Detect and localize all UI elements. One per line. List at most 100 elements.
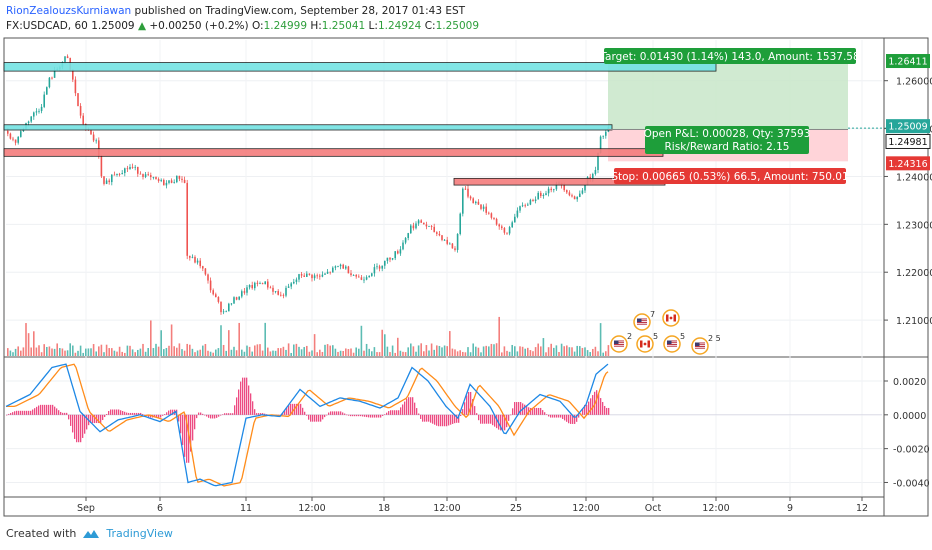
- candle-body: [464, 188, 467, 190]
- volume-bar: [298, 346, 300, 356]
- volume-bar: [303, 347, 305, 356]
- macd-histogram-bar: [136, 412, 138, 415]
- macd-histogram-bar: [148, 414, 150, 418]
- macd-histogram-bar: [448, 414, 450, 426]
- macd-histogram-bar: [112, 409, 114, 415]
- macd-histogram-bar: [520, 402, 522, 415]
- macd-histogram-bar: [256, 413, 258, 415]
- volume-bar: [59, 348, 61, 356]
- macd-histogram-bar: [508, 414, 510, 421]
- macd-histogram-bar: [138, 412, 140, 415]
- macd-histogram-bar: [200, 412, 202, 415]
- event-count: 2: [627, 332, 632, 341]
- volume-bar: [144, 351, 147, 356]
- price-label-text: 1.26411: [888, 57, 927, 68]
- macd-histogram-bar: [250, 393, 252, 415]
- candle-body: [178, 175, 181, 179]
- macd-histogram-bar: [110, 409, 112, 415]
- macd-histogram-bar: [396, 410, 398, 415]
- candle-body: [368, 275, 370, 278]
- volume-bar: [397, 337, 399, 356]
- price-change: +0.00250 (+0.2%): [149, 20, 249, 32]
- macd-histogram-bar: [68, 414, 70, 420]
- candle-body: [417, 220, 420, 224]
- volume-bar: [368, 348, 370, 356]
- macd-histogram-bar: [316, 414, 318, 422]
- candle-body: [407, 233, 409, 238]
- macd-histogram-bar: [310, 414, 312, 422]
- candle-body: [256, 282, 259, 284]
- volume-bar: [373, 347, 376, 356]
- flag-canton: [637, 318, 642, 322]
- flag-leaf: [643, 342, 647, 346]
- volume-bar: [511, 344, 513, 356]
- volume-bar: [103, 352, 105, 356]
- event-flag-us-icon: 5: [663, 332, 685, 353]
- volume-bar: [347, 349, 350, 356]
- macd-histogram-bar: [512, 408, 514, 415]
- candle-body: [17, 136, 19, 143]
- candle-body: [150, 175, 152, 178]
- macd-histogram-bar: [436, 414, 438, 426]
- volume-bar: [170, 324, 173, 356]
- candle-body: [98, 140, 100, 157]
- candle-body: [459, 213, 461, 234]
- volume-bar: [560, 343, 563, 356]
- macd-histogram-bar: [464, 402, 466, 415]
- candle-body: [415, 223, 417, 229]
- zone-support: [3, 148, 664, 157]
- macd-histogram-bar: [470, 391, 472, 415]
- macd-histogram-bar: [178, 414, 180, 422]
- flag-canton: [614, 340, 619, 344]
- macd-histogram-bar: [552, 414, 554, 418]
- volume-bar: [147, 348, 149, 356]
- candle-body: [545, 193, 547, 196]
- candle-body: [126, 168, 129, 170]
- macd-histogram-bar: [312, 414, 314, 422]
- volume-bar: [462, 351, 464, 356]
- macd-histogram-bar: [242, 377, 244, 415]
- candle-body: [77, 93, 79, 106]
- author-link[interactable]: RionZealouzsKurniawan: [6, 5, 132, 17]
- macd-histogram-bar: [12, 412, 14, 415]
- candle-body: [540, 192, 542, 197]
- time-axis[interactable]: Sep 6 11 12:00 18 12:00 25 12:00 Oct 12:00 9 12: [77, 497, 868, 514]
- price-axis[interactable]: 1.260001.250001.240001.230001.220001.210…: [884, 54, 932, 489]
- volume-bar: [555, 345, 558, 356]
- candle-body: [280, 294, 282, 296]
- candle-body: [144, 174, 147, 177]
- volume-bar: [363, 350, 365, 356]
- volume-bar: [311, 350, 313, 356]
- tradingview-brand[interactable]: TradingView: [106, 527, 173, 540]
- candle-body: [488, 212, 490, 214]
- volume-bar: [12, 352, 14, 356]
- macd-histogram-bar: [566, 414, 568, 422]
- macd-histogram-bar: [432, 414, 434, 424]
- candle-body: [116, 173, 118, 175]
- candle-body: [269, 287, 272, 289]
- candle-body: [248, 285, 251, 288]
- macd-histogram-bar: [202, 413, 204, 415]
- volume-bar: [433, 349, 435, 356]
- macd-histogram-bar: [570, 414, 572, 424]
- volume-bar: [121, 351, 123, 356]
- candle-body: [105, 180, 108, 184]
- flag-canton: [695, 342, 700, 346]
- macd-histogram-bar: [324, 414, 326, 418]
- candle-body: [482, 206, 485, 209]
- volume-bar: [378, 352, 381, 356]
- candle-body: [137, 166, 139, 174]
- flag-band: [673, 314, 676, 322]
- candle-body: [12, 138, 14, 140]
- macd-histogram-bar: [14, 411, 16, 415]
- macd-histogram-bar: [468, 391, 470, 415]
- macd-histogram-bar: [380, 414, 382, 418]
- candle-body: [134, 166, 136, 168]
- candle-body: [233, 297, 235, 304]
- volume-bar: [417, 345, 420, 356]
- volume-bar: [485, 345, 487, 356]
- volume-bar: [371, 351, 373, 356]
- volume-bar: [376, 352, 378, 356]
- volume-bar: [196, 350, 199, 356]
